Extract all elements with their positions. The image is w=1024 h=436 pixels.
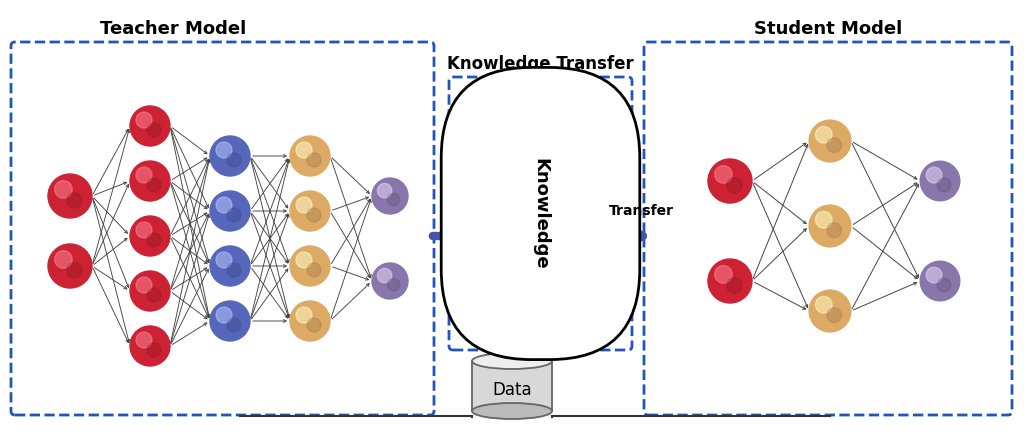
Circle shape [210, 191, 250, 231]
Circle shape [227, 153, 241, 167]
Circle shape [815, 211, 833, 228]
Text: Distill: Distill [458, 204, 503, 218]
Circle shape [136, 332, 152, 348]
Circle shape [715, 266, 732, 283]
Circle shape [727, 278, 742, 293]
Text: Knowledge Transfer: Knowledge Transfer [447, 55, 634, 73]
Text: Knowledge: Knowledge [531, 158, 550, 269]
Circle shape [54, 251, 73, 268]
Circle shape [387, 193, 400, 206]
Circle shape [926, 167, 942, 183]
Circle shape [48, 244, 92, 288]
Circle shape [372, 178, 408, 214]
Circle shape [296, 142, 312, 158]
Text: Data: Data [493, 381, 531, 399]
Circle shape [290, 136, 330, 176]
Circle shape [210, 246, 250, 286]
Circle shape [815, 296, 833, 313]
Circle shape [708, 159, 752, 203]
Circle shape [290, 246, 330, 286]
Circle shape [136, 277, 152, 293]
Circle shape [210, 136, 250, 176]
Circle shape [136, 222, 152, 238]
Circle shape [130, 216, 170, 256]
Circle shape [227, 318, 241, 332]
Circle shape [708, 259, 752, 303]
Circle shape [809, 290, 851, 332]
Circle shape [210, 301, 250, 341]
Circle shape [307, 153, 321, 167]
Circle shape [130, 326, 170, 366]
Circle shape [227, 263, 241, 277]
Circle shape [130, 106, 170, 146]
Circle shape [826, 308, 842, 323]
Text: Transfer: Transfer [608, 204, 674, 218]
Circle shape [147, 343, 161, 357]
Circle shape [387, 278, 400, 291]
Circle shape [372, 263, 408, 299]
Circle shape [130, 271, 170, 311]
Circle shape [826, 223, 842, 238]
Circle shape [378, 184, 392, 198]
Circle shape [54, 181, 73, 198]
Circle shape [216, 197, 232, 213]
Circle shape [926, 267, 942, 283]
Circle shape [216, 252, 232, 268]
Circle shape [136, 112, 152, 128]
Ellipse shape [472, 403, 552, 419]
Circle shape [290, 301, 330, 341]
Circle shape [921, 261, 959, 301]
Circle shape [130, 161, 170, 201]
Circle shape [937, 178, 951, 192]
Text: Teacher Model: Teacher Model [99, 20, 246, 38]
FancyBboxPatch shape [472, 361, 552, 411]
Circle shape [67, 193, 82, 208]
Circle shape [307, 208, 321, 222]
Circle shape [727, 178, 742, 193]
Ellipse shape [472, 353, 552, 369]
Circle shape [937, 278, 951, 292]
Circle shape [307, 263, 321, 277]
Circle shape [67, 263, 82, 278]
Circle shape [809, 120, 851, 162]
Circle shape [809, 205, 851, 247]
Circle shape [136, 167, 152, 183]
Circle shape [227, 208, 241, 222]
Circle shape [296, 252, 312, 268]
Circle shape [290, 191, 330, 231]
Circle shape [147, 178, 161, 192]
Circle shape [216, 307, 232, 323]
Circle shape [378, 269, 392, 283]
Circle shape [147, 233, 161, 247]
Circle shape [826, 138, 842, 153]
Circle shape [147, 288, 161, 302]
Circle shape [815, 126, 833, 143]
Circle shape [147, 123, 161, 137]
Circle shape [216, 142, 232, 158]
Circle shape [307, 318, 321, 332]
Circle shape [296, 307, 312, 323]
Text: Student Model: Student Model [754, 20, 902, 38]
Circle shape [921, 161, 959, 201]
Circle shape [296, 197, 312, 213]
Circle shape [715, 166, 732, 183]
Circle shape [48, 174, 92, 218]
